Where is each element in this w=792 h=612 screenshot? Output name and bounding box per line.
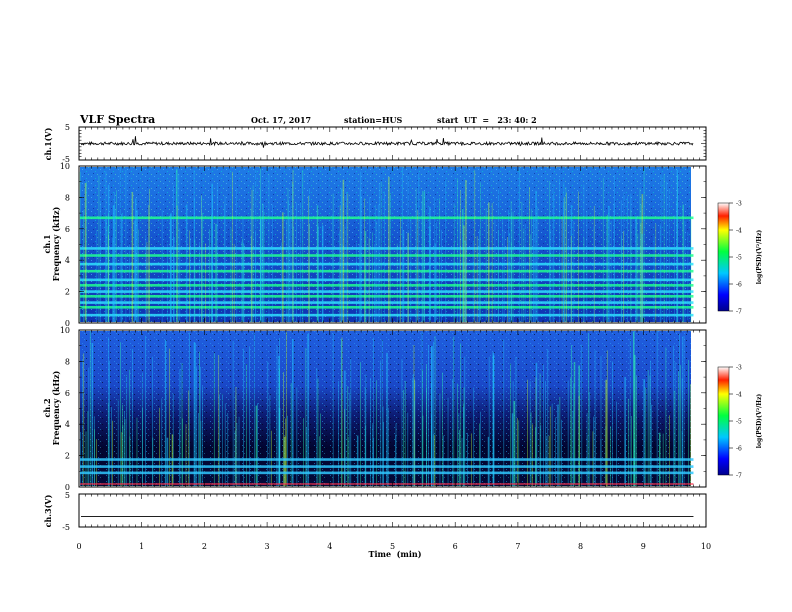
time-axis-label: Time (min)	[368, 549, 421, 559]
y-tick-label: 6	[65, 225, 70, 234]
ch1-spectrogram-ylabel: Frequency (kHz)	[51, 206, 61, 281]
ch3-waveform-panel: 5 -5 ch.3(V)	[43, 491, 707, 532]
x-tick-label: 7	[515, 542, 520, 551]
y-tick-label: 4	[65, 420, 70, 429]
y-tick-label: 0	[65, 483, 70, 492]
spectral-band	[80, 247, 694, 250]
ch1-colorbar-scale	[717, 202, 730, 312]
ch2-sferic-streaks	[80, 330, 691, 486]
y-tick-label: 4	[65, 256, 70, 265]
x-tick-label: 1	[139, 542, 144, 551]
y-tick-label: 10	[60, 162, 70, 171]
ch1-colorbar: -3 -4 -5 -6 -7 log(PSD)(V²/Hz)	[717, 201, 763, 316]
station-label: station=HUS	[344, 115, 403, 125]
colorbar-tick-label: -4	[736, 392, 742, 399]
ch1-waveform-ylabel: ch.1(V)	[43, 127, 53, 160]
x-tick-label: 3	[265, 542, 270, 551]
colorbar-tick-label: -6	[736, 282, 742, 289]
y-tick-label: 2	[65, 288, 70, 297]
ch1-ytick-top: 5	[65, 123, 70, 132]
colorbar-tick-label: -5	[736, 255, 742, 262]
colorbar-tick-label: -5	[736, 419, 742, 426]
spectral-band	[80, 306, 694, 309]
ch2-colorbar-label: log(PSD)(V²/Hz)	[756, 394, 763, 449]
y-tick-label: 10	[60, 326, 70, 335]
ch1-spectrogram-panel: 0 2 4 6 8 10 ch.1 Frequency (kHz)	[42, 162, 707, 328]
ch1-spectral-bands	[80, 216, 694, 317]
ch1-waveform-panel: 5 -5 ch.1(V)	[43, 123, 707, 528]
ch1-waveform-trace	[80, 136, 694, 148]
spectral-band	[80, 301, 694, 304]
ch1-ytick-bottom: -5	[62, 155, 70, 164]
spectral-band	[80, 483, 694, 485]
x-tick-label: 4	[327, 542, 332, 551]
spectral-band	[80, 313, 694, 317]
x-tick-label: 8	[578, 542, 583, 551]
colorbar-tick-label: -7	[736, 309, 742, 316]
colorbar-tick-label: -4	[736, 228, 742, 235]
x-tick-label: 5	[390, 542, 395, 551]
x-tick-label: 0	[76, 542, 81, 551]
ch1-spectrogram-yticks: 0 2 4 6 8 10	[60, 162, 706, 328]
spectral-band	[80, 254, 694, 257]
ch3-waveform-ylabel: ch.3(V)	[43, 494, 53, 527]
ch1-sferic-streaks	[79, 166, 692, 322]
spectral-band	[80, 290, 694, 293]
spectral-band	[80, 471, 694, 475]
start-time-label: start UT = 23: 40: 2	[437, 115, 537, 125]
ch1-colorbar-label: log(PSD)(V²/Hz)	[756, 230, 763, 285]
colorbar-tick-label: -7	[736, 473, 742, 480]
spectral-band	[80, 458, 694, 461]
y-tick-label: 8	[65, 193, 70, 202]
colorbar-tick-label: -3	[736, 365, 742, 372]
ch2-spectrogram-ylabel-channel: ch.2	[42, 398, 52, 417]
x-tick-label: 10	[701, 542, 711, 551]
observation-date: Oct. 17, 2017	[251, 115, 312, 125]
spectral-band	[80, 278, 694, 282]
ch3-ytick-top: 5	[65, 491, 70, 500]
ch2-spectrogram-ylabel: Frequency (kHz)	[51, 370, 61, 445]
ch2-spectral-bands	[80, 458, 694, 485]
x-tick-label: 2	[202, 542, 207, 551]
ch2-spectrogram-noise	[80, 331, 691, 486]
y-tick-label: 0	[65, 319, 70, 328]
x-tick-label: 9	[641, 542, 646, 551]
ch2-colorbar: -3 -4 -5 -6 -7 log(PSD)(V²/Hz)	[717, 365, 763, 480]
ch2-spectrogram-panel: 0 2 4 6 8 10 ch.2 Frequency (kHz)	[42, 326, 707, 492]
figure-title: VLF Spectra	[80, 113, 156, 126]
y-tick-label: 8	[65, 357, 70, 366]
ch1-colorbar-ticks: -3 -4 -5 -6 -7	[729, 201, 742, 316]
spectral-band	[80, 284, 694, 287]
ch2-spectrogram-yticks: 0 2 4 6 8 10	[60, 326, 706, 492]
x-tick-label: 6	[453, 542, 458, 551]
ch1-spectrogram-ylabel-channel: ch.1	[42, 234, 52, 253]
spectral-band	[80, 216, 694, 220]
y-tick-label: 2	[65, 452, 70, 461]
colorbar-tick-label: -6	[736, 446, 742, 453]
ch3-ytick-bottom: -5	[62, 523, 70, 532]
spectral-band	[80, 465, 694, 468]
spectral-band	[80, 262, 694, 266]
ch2-colorbar-scale	[717, 366, 730, 476]
colorbar-tick-label: -3	[736, 201, 742, 208]
spectral-band	[80, 269, 694, 273]
time-axis: 0 1 2 3 4 5 6 7 8 9 10	[76, 127, 711, 551]
ch2-colorbar-ticks: -3 -4 -5 -6 -7	[729, 365, 742, 480]
y-tick-label: 6	[65, 389, 70, 398]
spectral-band	[80, 295, 694, 298]
